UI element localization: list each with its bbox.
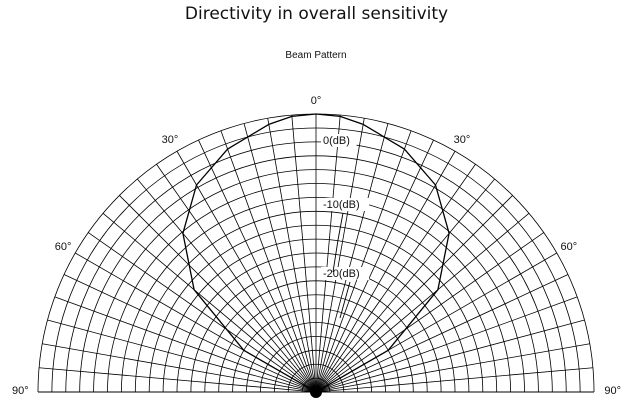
grid-spoke (291, 115, 317, 393)
grid-spoke (136, 178, 317, 393)
radial-label: -20(dB) (323, 268, 360, 280)
angle-label: 30° (162, 134, 179, 146)
chart-title: Directivity in overall sensitivity (184, 4, 449, 24)
grid-spoke (47, 319, 317, 393)
angle-label: 30° (454, 134, 471, 146)
grid-spoke (220, 130, 317, 393)
grid-spoke (315, 164, 476, 393)
grid-spoke (102, 212, 317, 393)
grid-spoke (315, 319, 585, 393)
grid-spoke (156, 164, 317, 393)
radial-label-bg (321, 134, 357, 147)
grid-spoke (315, 367, 593, 393)
radial-label: -10(dB) (323, 199, 360, 211)
grid-spoke (243, 123, 317, 393)
grid-spoke (315, 343, 590, 393)
grid-spoke (88, 232, 317, 393)
angle-label: 60° (561, 241, 578, 253)
origin-hub (310, 386, 322, 398)
grid-spoke (315, 195, 513, 393)
beam-pattern-line (182, 113, 450, 393)
grid-spoke (315, 232, 544, 393)
grid-spoke (315, 151, 456, 393)
chart-subtitle: Beam Pattern (285, 50, 346, 61)
grid-spoke (54, 296, 317, 393)
grid-spoke (315, 296, 578, 393)
radial-label-leader (332, 212, 344, 273)
grid-spoke (42, 343, 317, 393)
angle-label: 60° (55, 241, 72, 253)
grid-spoke (267, 118, 317, 393)
angle-label: 90° (12, 385, 29, 397)
angle-label: 0° (311, 95, 322, 107)
grid-spoke (315, 118, 365, 393)
grid-spoke (315, 274, 569, 393)
radial-label: 0(dB) (323, 135, 350, 147)
grid-spoke (176, 151, 317, 393)
radial-label-leader (339, 281, 351, 319)
radial-label-bg (321, 198, 370, 211)
grid-spoke (39, 367, 317, 393)
grid-spoke (315, 178, 496, 393)
grid-spoke (315, 139, 434, 393)
grid-spoke (315, 212, 530, 393)
grid-spoke (63, 274, 317, 393)
angle-label: 90° (604, 385, 621, 397)
grid-spoke (315, 115, 341, 393)
grid-spoke (315, 130, 412, 393)
grid-spoke (198, 139, 317, 393)
grid-spoke (315, 123, 389, 393)
grid-spoke (119, 195, 317, 393)
